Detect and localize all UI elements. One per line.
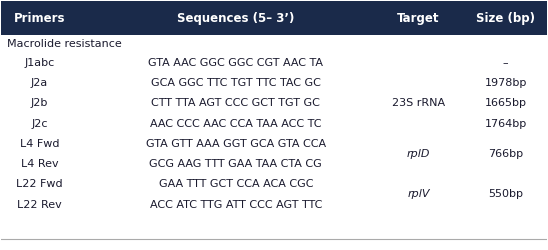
Text: GTA AAC GGC GGC CGT AAC TA: GTA AAC GGC GGC CGT AAC TA: [149, 58, 323, 68]
Text: GCG AAG TTT GAA TAA CTA CG: GCG AAG TTT GAA TAA CTA CG: [150, 159, 322, 169]
Text: J2a: J2a: [31, 78, 48, 88]
Text: J2c: J2c: [31, 118, 48, 128]
Text: Sequences (5– 3’): Sequences (5– 3’): [177, 12, 294, 24]
Text: 1764bp: 1764bp: [484, 118, 527, 128]
Text: CTT TTA AGT CCC GCT TGT GC: CTT TTA AGT CCC GCT TGT GC: [151, 98, 320, 108]
Text: Primers: Primers: [14, 12, 65, 24]
Text: Target: Target: [397, 12, 439, 24]
Bar: [2, 2, 546, 35]
Text: 766bp: 766bp: [488, 149, 523, 159]
Text: rplV: rplV: [407, 190, 430, 200]
Text: GTA GTT AAA GGT GCA GTA CCA: GTA GTT AAA GGT GCA GTA CCA: [146, 139, 326, 149]
Text: GAA TTT GCT CCA ACA CGC: GAA TTT GCT CCA ACA CGC: [158, 179, 313, 189]
Text: –: –: [503, 58, 509, 68]
Text: GCA GGC TTC TGT TTC TAC GC: GCA GGC TTC TGT TTC TAC GC: [151, 78, 321, 88]
Text: rplD: rplD: [407, 149, 430, 159]
Text: 1665bp: 1665bp: [485, 98, 527, 108]
Text: L4 Rev: L4 Rev: [21, 159, 59, 169]
Text: ACC ATC TTG ATT CCC AGT TTC: ACC ATC TTG ATT CCC AGT TTC: [150, 200, 322, 209]
Text: 550bp: 550bp: [488, 190, 523, 200]
Text: 1978bp: 1978bp: [484, 78, 527, 88]
Text: J2b: J2b: [31, 98, 48, 108]
Text: L22 Rev: L22 Rev: [17, 200, 62, 209]
Text: AAC CCC AAC CCA TAA ACC TC: AAC CCC AAC CCA TAA ACC TC: [150, 118, 322, 128]
Text: L22 Fwd: L22 Fwd: [16, 179, 63, 189]
Text: Macrolide resistance: Macrolide resistance: [7, 39, 122, 49]
Text: Size (bp): Size (bp): [476, 12, 535, 24]
Bar: [2, 35, 546, 248]
Text: J1abc: J1abc: [25, 58, 55, 68]
Text: 23S rRNA: 23S rRNA: [392, 98, 445, 108]
Text: L4 Fwd: L4 Fwd: [20, 139, 59, 149]
